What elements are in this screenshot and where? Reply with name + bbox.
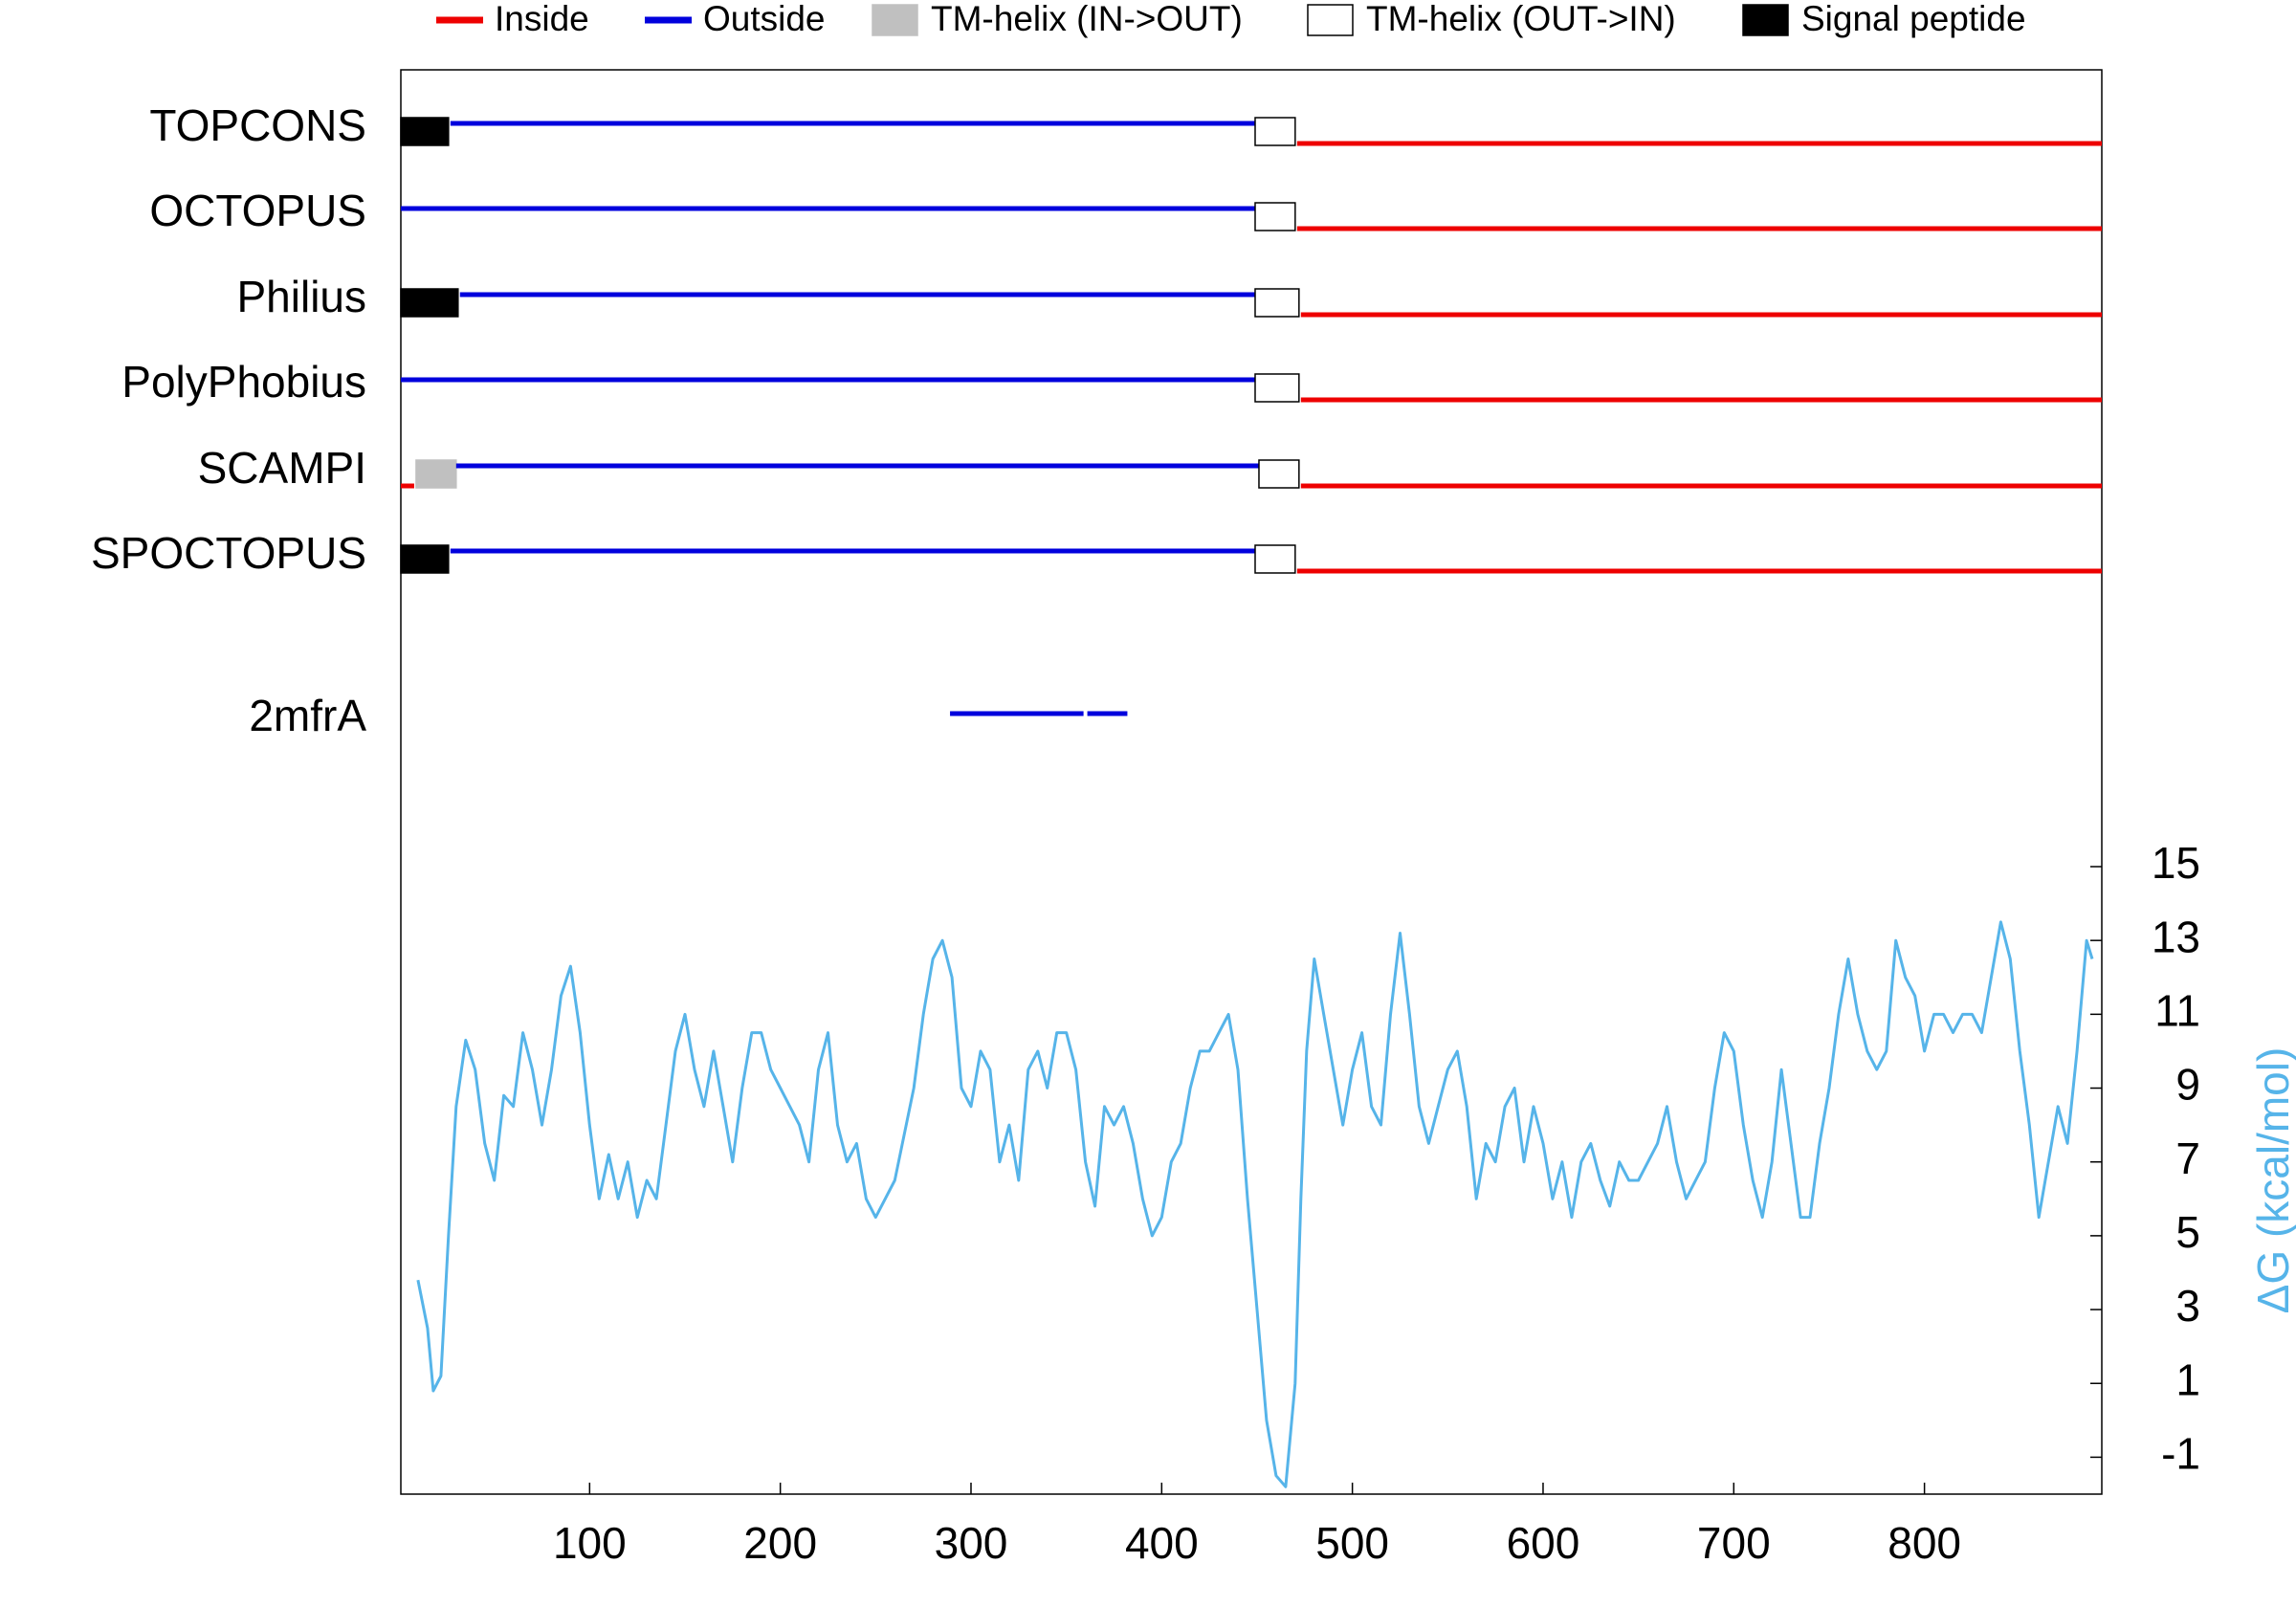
y-tick-label: 1 (2175, 1354, 2200, 1404)
track-label: 2mfrA (249, 691, 366, 740)
y-tick-label: 9 (2175, 1060, 2200, 1110)
segment-box (400, 117, 450, 146)
track-label: PolyPhobius (121, 357, 366, 407)
y-axis-label: ΔG (kcal/mol) (2248, 1047, 2296, 1314)
segment-box (1254, 544, 1296, 574)
legend-box (1307, 4, 1354, 36)
track-label: Philius (236, 272, 366, 321)
legend-box (872, 4, 918, 36)
x-tick-label: 100 (553, 1518, 627, 1568)
x-tick-label: 400 (1125, 1518, 1199, 1568)
legend-label: TM-helix (IN->OUT) (931, 0, 1243, 38)
legend-label: Inside (495, 0, 589, 38)
segment-box (415, 459, 457, 489)
legend-label: Signal peptide (1801, 0, 2026, 38)
segment-box (400, 288, 459, 318)
x-tick-label: 700 (1697, 1518, 1771, 1568)
y-tick-label: 5 (2175, 1207, 2200, 1257)
segment-box (1254, 373, 1300, 403)
dg-curve (416, 920, 2094, 1488)
track-label: OCTOPUS (149, 186, 366, 235)
x-tick-label: 200 (743, 1518, 817, 1568)
track-label: TOPCONS (149, 100, 366, 150)
y-tick-label: 7 (2175, 1134, 2200, 1183)
legend-box (1742, 4, 1789, 36)
y-tick-label: 11 (2154, 986, 2200, 1036)
y-tick-label: 13 (2152, 912, 2200, 961)
track-label: SPOCTOPUS (91, 528, 366, 578)
segment-box (1254, 202, 1296, 231)
segment-box (400, 544, 450, 574)
y-tick-label: -1 (2161, 1429, 2200, 1479)
x-tick-label: 300 (935, 1518, 1008, 1568)
x-tick-label: 800 (1888, 1518, 1961, 1568)
x-tick-label: 600 (1507, 1518, 1580, 1568)
segment-box (1258, 459, 1300, 489)
legend-label: Outside (703, 0, 826, 38)
y-tick-label: 15 (2152, 838, 2200, 888)
legend-label: TM-helix (OUT->IN) (1366, 0, 1676, 38)
segment-box (1254, 288, 1300, 318)
track-label: SCAMPI (198, 443, 366, 493)
plot-frame (400, 69, 2103, 1495)
x-tick-label: 500 (1315, 1518, 1389, 1568)
y-tick-label: 3 (2175, 1281, 2200, 1331)
segment-box (1254, 117, 1296, 146)
